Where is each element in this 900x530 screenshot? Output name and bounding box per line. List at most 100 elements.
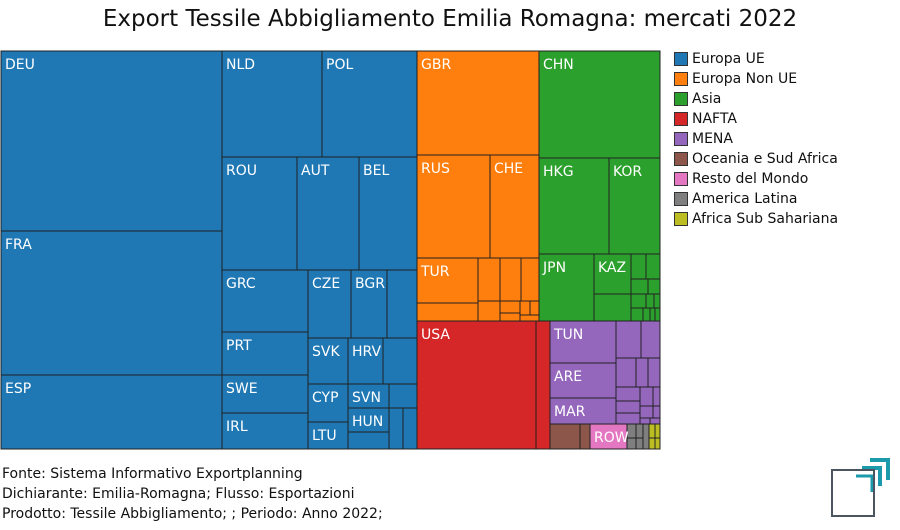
legend-label: MENA (692, 131, 733, 147)
treemap-tile-row (589, 423, 628, 450)
treemap-tile-minor (639, 417, 651, 425)
treemap-label-deu: DEU (5, 57, 35, 73)
treemap-label-hkg: HKG (543, 164, 574, 180)
treemap-label-hun: HUN (352, 414, 383, 430)
treemap-tile-esp (0, 374, 223, 450)
treemap-tile-mar (549, 397, 617, 425)
treemap-label-tur: TUR (420, 264, 450, 280)
legend-swatch (674, 92, 688, 106)
treemap-tile-minor (416, 302, 479, 322)
legend-label: Africa Sub Sahariana (692, 211, 839, 227)
treemap-label-nld: NLD (226, 57, 255, 73)
legend-swatch (674, 72, 688, 86)
treemap-tile-hun (347, 407, 390, 433)
footer: Fonte: Sistema Informativo Exportplannin… (2, 464, 383, 524)
treemap-tile-minor (499, 312, 521, 322)
treemap-tile-tun (549, 320, 617, 364)
treemap-label-rou: ROU (226, 163, 257, 179)
treemap-tile-tur (416, 257, 479, 304)
legend-swatch (674, 212, 688, 226)
treemap-tile-minor (579, 423, 591, 450)
treemap-label-cze: CZE (312, 276, 340, 292)
treemap-label-prt: PRT (226, 338, 252, 354)
treemap-label-hrv: HRV (352, 344, 381, 360)
treemap-tile-minor (652, 405, 661, 419)
treemap-label-grc: GRC (226, 276, 256, 292)
treemap-tile-minor (519, 300, 531, 316)
treemap-tile-minor (388, 407, 404, 450)
treemap-tile-minor (386, 269, 418, 339)
treemap-tile-usa (416, 320, 537, 450)
footer-source: Fonte: Sistema Informativo Exportplannin… (2, 466, 303, 482)
treemap-label-esp: ESP (5, 381, 31, 397)
treemap-tile-minor (654, 423, 661, 439)
treemap-label-bgr: BGR (355, 276, 385, 292)
legend-swatch (674, 172, 688, 186)
treemap-tile-minor (615, 400, 641, 414)
treemap-chart: DEU FRA ESP NLD POL ROU AUT BEL GRC PRT SWE IRL CZE B… (0, 50, 661, 450)
treemap-tile-minor (647, 357, 661, 388)
legend-swatch (674, 132, 688, 146)
treemap-tile-minor (635, 357, 649, 388)
treemap-tile-rou (221, 156, 298, 271)
treemap-tile-minor (402, 407, 418, 450)
treemap-tile-minor (520, 257, 540, 302)
treemap-tile-bgr (350, 269, 388, 339)
treemap-tile-minor (654, 437, 661, 450)
treemap-tile-minor (347, 431, 390, 450)
treemap-tile-irl (221, 412, 309, 450)
treemap-tile-minor (630, 293, 647, 309)
treemap-tile-minor (635, 423, 644, 439)
treemap-tile-hkg (538, 157, 610, 255)
treemap-label-usa: USA (421, 327, 450, 343)
treemap-label-pol: POL (326, 57, 353, 73)
treemap-tile-minor (388, 383, 418, 409)
treemap-label-ltu: LTU (312, 428, 337, 444)
treemap-tile-minor (593, 293, 632, 322)
treemap-tile-minor (615, 357, 637, 388)
treemap-tile-nld (221, 50, 323, 158)
treemap-label-svk: SVK (312, 344, 340, 360)
treemap-label-swe: SWE (226, 381, 258, 397)
treemap-label-kaz: KAZ (598, 260, 626, 276)
treemap-tile-are (549, 362, 617, 399)
treemap-tile-minor (615, 386, 641, 402)
legend-label: Europa Non UE (692, 71, 798, 87)
treemap-tile-minor (615, 412, 641, 425)
treemap-tile-jpn (538, 253, 595, 322)
legend-label: Resto del Mondo (692, 171, 809, 187)
treemap-tile-minor (630, 307, 644, 322)
treemap-label-row: ROW (594, 430, 629, 446)
treemap-tile-minor (648, 423, 656, 439)
treemap-tile-minor (654, 307, 661, 322)
treemap-label-chn: CHN (543, 57, 574, 73)
treemap-tile-minor (499, 300, 521, 314)
exportplanning-logo-icon (831, 458, 890, 517)
treemap-tile-minor (477, 257, 501, 302)
treemap-label-cyp: CYP (312, 390, 339, 406)
treemap-tile-minor (647, 278, 661, 295)
treemap-tile-minor (652, 386, 661, 407)
treemap-tile-minor (639, 405, 654, 419)
treemap-label-bel: BEL (363, 163, 389, 179)
treemap-tile-minor (645, 253, 661, 280)
treemap-label-svn: SVN (352, 390, 381, 406)
treemap-tile-fra (0, 230, 223, 376)
treemap-tile-minor (639, 386, 654, 407)
treemap-tile-minor (635, 437, 644, 450)
legend-swatch (674, 112, 688, 126)
legend-swatch (674, 192, 688, 206)
treemap-label-rus: RUS (421, 161, 450, 177)
treemap-tile-che (489, 154, 540, 259)
treemap-label-mar: MAR (554, 404, 586, 420)
treemap-tile-minor (529, 300, 540, 316)
treemap-tile-rus (416, 154, 491, 259)
legend-label: Oceania e Sud Africa (692, 151, 838, 167)
treemap-label-che: CHE (494, 161, 523, 177)
treemap-tile-kaz (593, 253, 632, 295)
treemap-tile-minor (477, 300, 501, 322)
treemap-tile-minor (640, 320, 661, 359)
chart-title: Export Tessile Abbigliamento Emilia Roma… (102, 6, 798, 32)
legend-label: NAFTA (692, 111, 737, 127)
treemap-tile-minor (648, 437, 656, 450)
